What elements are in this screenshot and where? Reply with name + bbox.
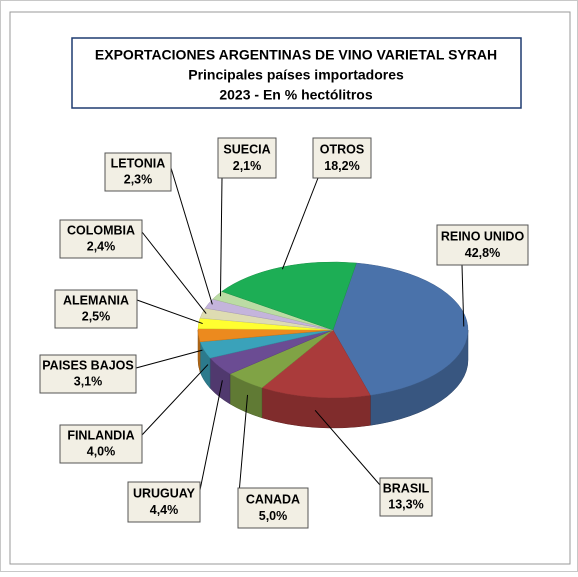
category-label: URUGUAY bbox=[133, 486, 196, 500]
chart-note: 2023 - En % hectólitros bbox=[219, 87, 372, 103]
leader-line bbox=[281, 177, 319, 270]
category-label: CANADA bbox=[246, 492, 300, 506]
category-label: SUECIA bbox=[223, 142, 270, 156]
label-box bbox=[312, 137, 372, 179]
label-box bbox=[54, 289, 138, 329]
value-label: 4,4% bbox=[150, 503, 179, 517]
value-label: 2,1% bbox=[233, 159, 262, 173]
pie-slice bbox=[221, 261, 357, 331]
category-label: LETONIA bbox=[111, 157, 166, 171]
label-box bbox=[436, 224, 529, 266]
leader-line bbox=[141, 364, 209, 436]
label-box bbox=[379, 477, 433, 517]
category-label: BRASIL bbox=[383, 482, 430, 496]
value-label: 5,0% bbox=[259, 509, 288, 523]
value-label: 13,3% bbox=[388, 498, 423, 512]
category-label: PAISES BAJOS bbox=[42, 359, 133, 373]
label-box bbox=[104, 152, 172, 192]
leader-line bbox=[461, 264, 465, 327]
leader-line bbox=[141, 231, 207, 314]
label-box bbox=[217, 137, 277, 179]
pie-slice bbox=[332, 262, 469, 396]
leader-line bbox=[314, 410, 381, 486]
value-label: 2,4% bbox=[87, 240, 116, 254]
label-box bbox=[39, 354, 137, 394]
label-box bbox=[237, 487, 309, 529]
value-label: 2,3% bbox=[124, 173, 153, 187]
category-label: FINLANDIA bbox=[67, 429, 134, 443]
category-label: COLOMBIA bbox=[67, 224, 135, 238]
title-box bbox=[71, 37, 522, 109]
label-box bbox=[127, 481, 201, 523]
leader-line bbox=[136, 299, 203, 325]
category-label: ALEMANIA bbox=[63, 294, 129, 308]
value-label: 4,0% bbox=[87, 445, 116, 459]
label-box bbox=[59, 219, 143, 259]
leader-line bbox=[219, 177, 223, 297]
leader-line bbox=[237, 394, 249, 506]
category-label: OTROS bbox=[320, 142, 364, 156]
value-label: 3,1% bbox=[74, 375, 103, 389]
chart-subtitle: Principales países importadores bbox=[188, 67, 404, 83]
value-label: 18,2% bbox=[324, 159, 359, 173]
leader-line bbox=[135, 349, 203, 369]
leader-line bbox=[199, 380, 223, 491]
category-label: REINO UNIDO bbox=[441, 229, 525, 243]
leader-line bbox=[170, 167, 213, 305]
chart-title: EXPORTACIONES ARGENTINAS DE VINO VARIETA… bbox=[95, 47, 497, 63]
pie-slice bbox=[261, 329, 371, 399]
value-label: 42,8% bbox=[465, 246, 500, 260]
value-label: 2,5% bbox=[82, 310, 111, 324]
label-box bbox=[59, 424, 143, 464]
